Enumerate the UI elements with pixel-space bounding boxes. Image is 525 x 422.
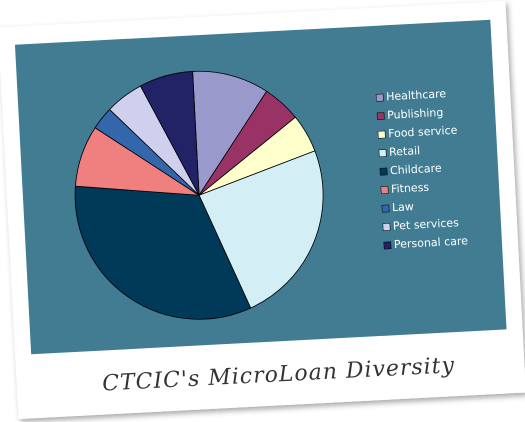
pie xyxy=(74,70,324,320)
legend-label: Healthcare xyxy=(386,87,447,103)
legend-label: Food service xyxy=(388,124,458,141)
legend-label: Personal care xyxy=(394,234,469,251)
pie-slice xyxy=(192,70,268,197)
legend-label: Childcare xyxy=(390,162,442,178)
legend-swatch xyxy=(376,112,385,121)
legend-swatch xyxy=(383,241,392,250)
legend-swatch xyxy=(378,149,387,158)
legend-label: Retail xyxy=(389,144,421,159)
legend-swatch xyxy=(375,93,384,102)
legend-label: Fitness xyxy=(391,181,430,196)
pie-slice xyxy=(139,71,200,196)
pie-slice xyxy=(74,185,252,320)
legend-swatch xyxy=(377,130,386,139)
legend-label: Pet services xyxy=(393,216,460,232)
pie-slice xyxy=(198,150,324,309)
legend: Healthcare Publishing Food service Retail Ch… xyxy=(375,87,469,251)
legend-swatch xyxy=(379,167,388,176)
legend-swatch xyxy=(382,223,391,231)
legend-swatch xyxy=(380,186,389,194)
legend-swatch xyxy=(381,204,390,213)
legend-label: Publishing xyxy=(387,106,444,122)
legend-label: Law xyxy=(392,200,415,214)
